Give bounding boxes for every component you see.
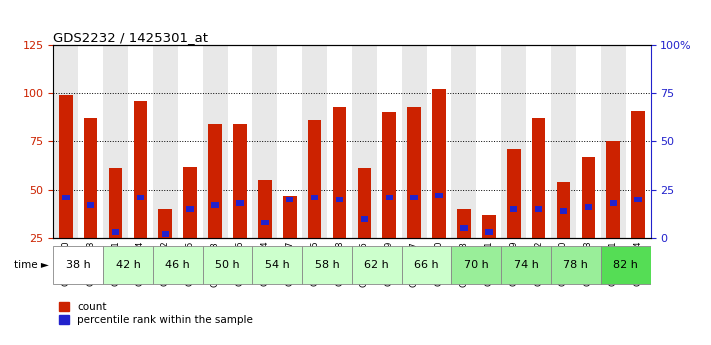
Text: 74 h: 74 h [514,260,538,270]
Bar [352,246,402,284]
Bar [584,204,592,210]
Text: 70 h: 70 h [464,260,488,270]
Bar [358,168,371,238]
Text: 54 h: 54 h [265,260,289,270]
Text: 58 h: 58 h [315,260,339,270]
Bar [460,226,468,231]
Bar [631,110,645,238]
Bar [501,246,551,284]
Bar [407,107,421,238]
Bar [507,149,520,238]
Bar [336,197,343,202]
Bar [510,206,518,212]
Bar [87,202,95,208]
Bar [576,45,601,238]
Text: 46 h: 46 h [166,260,190,270]
Bar [258,180,272,238]
Bar [261,220,269,226]
Bar [228,45,252,238]
Bar [302,246,352,284]
Bar [451,45,476,238]
Bar [159,209,172,238]
Bar [302,45,327,238]
Bar [286,197,294,202]
Bar [601,246,651,284]
Legend: count, percentile rank within the sample: count, percentile rank within the sample [58,302,253,325]
Bar [236,200,244,206]
Bar [311,195,319,200]
Bar [476,45,501,238]
Bar [432,89,446,238]
Bar [78,45,103,238]
Bar [609,200,617,206]
Bar [634,197,642,202]
Bar [109,168,122,238]
Bar [535,206,542,212]
Bar [211,202,219,208]
Bar [402,246,451,284]
Bar [153,246,203,284]
Bar [626,45,651,238]
Text: 50 h: 50 h [215,260,240,270]
Bar [333,107,346,238]
Bar [277,45,302,238]
Bar [208,124,222,238]
Bar [53,246,103,284]
Bar [402,45,427,238]
Bar [385,195,393,200]
Bar [457,209,471,238]
Bar [62,195,70,200]
Bar [532,118,545,238]
Text: 66 h: 66 h [415,260,439,270]
Bar [103,246,153,284]
Text: 62 h: 62 h [365,260,389,270]
Bar [601,45,626,238]
Bar [482,215,496,238]
Bar [252,45,277,238]
Bar [252,246,302,284]
Text: 38 h: 38 h [66,260,90,270]
Text: 82 h: 82 h [614,260,638,270]
Bar [377,45,402,238]
Bar [360,216,368,221]
Bar [560,208,567,214]
Bar [606,141,620,238]
Bar [427,45,451,238]
Bar [485,229,493,235]
Bar [435,193,443,198]
Bar [53,45,78,238]
Bar [308,120,321,238]
Bar [128,45,153,238]
Bar [134,101,147,238]
Bar [551,246,601,284]
Text: GDS2232 / 1425301_at: GDS2232 / 1425301_at [53,31,208,44]
Bar [551,45,576,238]
Bar [186,206,194,212]
Text: time ►: time ► [14,260,49,270]
Bar [183,167,197,238]
Bar [352,45,377,238]
Bar [327,45,352,238]
Bar [501,45,526,238]
Bar [59,95,73,238]
Bar [233,124,247,238]
Bar [161,231,169,237]
Bar [283,196,296,238]
Bar [137,195,144,200]
Text: 42 h: 42 h [116,260,140,270]
Bar [383,112,396,238]
Text: 78 h: 78 h [564,260,588,270]
Bar [178,45,203,238]
Bar [451,246,501,284]
Bar [557,182,570,238]
Bar [582,157,595,238]
Bar [203,45,228,238]
Bar [84,118,97,238]
Bar [112,229,119,235]
Bar [526,45,551,238]
Bar [410,195,418,200]
Bar [103,45,128,238]
Bar [153,45,178,238]
Bar [203,246,252,284]
